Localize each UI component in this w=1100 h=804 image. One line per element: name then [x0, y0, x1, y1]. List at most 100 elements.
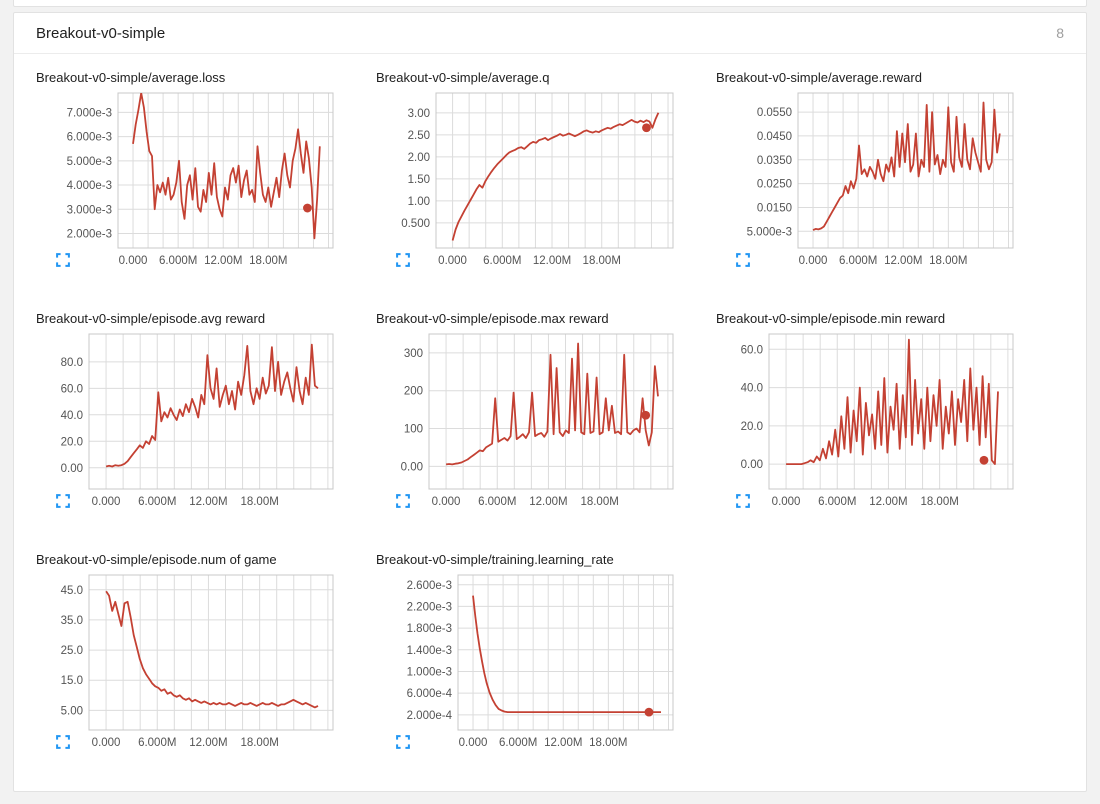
chart-title: Breakout-v0-simple/training.learning_rat… [376, 552, 614, 567]
category-card: Breakout-v0-simple 8 Breakout-v0-simple/… [13, 12, 1087, 792]
fullscreen-icon[interactable] [56, 253, 70, 267]
chart-tile: Breakout-v0-simple/episode.num of game 5… [36, 552, 336, 753]
category-header[interactable]: Breakout-v0-simple 8 [14, 13, 1086, 54]
svg-text:7.000e-3: 7.000e-3 [67, 107, 112, 119]
svg-text:3.000e-3: 3.000e-3 [67, 204, 112, 216]
chart-title: Breakout-v0-simple/average.reward [716, 70, 922, 85]
chart-title: Breakout-v0-simple/episode.min reward [716, 311, 946, 326]
chart-title: Breakout-v0-simple/average.loss [36, 70, 226, 85]
chart-tile: Breakout-v0-simple/average.reward 5.000e… [716, 70, 1016, 271]
fullscreen-icon[interactable] [396, 253, 410, 267]
svg-text:0.500: 0.500 [401, 218, 430, 230]
svg-text:80.0: 80.0 [61, 357, 83, 369]
svg-text:2.200e-3: 2.200e-3 [407, 601, 452, 613]
chart-title: Breakout-v0-simple/average.q [376, 70, 550, 85]
svg-text:35.0: 35.0 [61, 615, 83, 627]
svg-text:12.00M: 12.00M [189, 737, 227, 749]
line-chart[interactable]: 0.00 100 200 300 0.000 6.000M 12.00M 18.00M [376, 332, 676, 512]
chart-title: Breakout-v0-simple/episode.max reward [376, 311, 609, 326]
svg-text:20.0: 20.0 [61, 436, 83, 448]
chart-tile: Breakout-v0-simple/average.q 0.500 1.00 1.… [376, 70, 676, 271]
svg-text:12.00M: 12.00M [869, 496, 907, 508]
svg-text:0.00: 0.00 [61, 463, 83, 475]
fullscreen-icon[interactable] [736, 253, 750, 267]
svg-text:6.000M: 6.000M [478, 496, 516, 508]
svg-text:4.000e-3: 4.000e-3 [67, 180, 112, 192]
svg-text:6.000M: 6.000M [483, 255, 521, 267]
svg-text:40.0: 40.0 [741, 383, 763, 395]
svg-text:0.0550: 0.0550 [757, 107, 792, 119]
line-chart[interactable]: 5.00 15.0 25.0 35.0 45.0 0.000 6.000M 12.00M 18.… [36, 573, 336, 753]
svg-text:0.0250: 0.0250 [757, 179, 792, 191]
svg-text:100: 100 [404, 424, 423, 436]
svg-text:6.000M: 6.000M [839, 255, 877, 267]
chart-tile: Breakout-v0-simple/training.learning_rat… [376, 552, 676, 753]
svg-text:0.00: 0.00 [401, 461, 423, 473]
svg-text:0.000: 0.000 [92, 496, 121, 508]
svg-text:18.00M: 18.00M [240, 737, 278, 749]
line-chart[interactable]: 5.000e-3 0.0150 0.0250 0.0350 0.0450 0.0550 0.… [716, 91, 1016, 271]
charts-grid: Breakout-v0-simple/average.loss 2.000e-3… [14, 54, 1086, 773]
line-chart[interactable]: 2.000e-3 3.000e-3 4.000e-3 5.000e-3 6.000e-3… [36, 91, 336, 271]
svg-text:12.00M: 12.00M [189, 496, 227, 508]
svg-text:0.000: 0.000 [438, 255, 467, 267]
svg-text:0.0350: 0.0350 [757, 155, 792, 167]
svg-text:12.00M: 12.00M [529, 496, 567, 508]
line-chart[interactable]: 2.000e-4 6.000e-4 1.000e-3 1.400e-3 1.800e-3… [376, 573, 676, 753]
svg-text:18.00M: 18.00M [240, 496, 278, 508]
svg-text:1.800e-3: 1.800e-3 [407, 623, 452, 635]
svg-text:0.0450: 0.0450 [757, 131, 792, 143]
svg-text:2.00: 2.00 [408, 152, 430, 164]
svg-text:1.00: 1.00 [408, 196, 430, 208]
svg-text:18.00M: 18.00M [249, 255, 287, 267]
svg-text:5.000e-3: 5.000e-3 [747, 226, 792, 238]
svg-text:15.0: 15.0 [61, 675, 83, 687]
svg-text:6.000M: 6.000M [159, 255, 197, 267]
svg-text:6.000M: 6.000M [138, 496, 176, 508]
svg-text:12.00M: 12.00M [533, 255, 571, 267]
line-chart[interactable]: 0.00 20.0 40.0 60.0 80.0 0.000 6.000M 12.00M 18.… [36, 332, 336, 512]
chart-tile: Breakout-v0-simple/average.loss 2.000e-3… [36, 70, 336, 271]
svg-text:6.000M: 6.000M [499, 737, 537, 749]
chart-title: Breakout-v0-simple/episode.num of game [36, 552, 277, 567]
svg-text:20.0: 20.0 [741, 421, 763, 433]
line-chart[interactable]: 0.500 1.00 1.50 2.00 2.50 3.00 0.000 6.000M 12.0… [376, 91, 676, 271]
svg-text:0.0150: 0.0150 [757, 202, 792, 214]
svg-text:2.600e-3: 2.600e-3 [407, 580, 452, 592]
fullscreen-icon[interactable] [736, 494, 750, 508]
chart-tile: Breakout-v0-simple/episode.min reward 0.… [716, 311, 1016, 512]
svg-text:12.00M: 12.00M [884, 255, 922, 267]
svg-text:1.000e-3: 1.000e-3 [407, 666, 452, 678]
svg-text:60.0: 60.0 [61, 383, 83, 395]
svg-text:2.000e-3: 2.000e-3 [67, 228, 112, 240]
svg-text:60.0: 60.0 [741, 344, 763, 356]
svg-text:0.000: 0.000 [432, 496, 461, 508]
fullscreen-icon[interactable] [56, 494, 70, 508]
svg-text:0.000: 0.000 [119, 255, 148, 267]
svg-text:2.50: 2.50 [408, 130, 430, 142]
fullscreen-icon[interactable] [396, 735, 410, 749]
svg-text:0.000: 0.000 [772, 496, 801, 508]
svg-text:0.00: 0.00 [741, 459, 763, 471]
svg-text:3.00: 3.00 [408, 108, 430, 120]
svg-text:6.000M: 6.000M [138, 737, 176, 749]
svg-text:18.00M: 18.00M [580, 496, 618, 508]
line-chart[interactable]: 0.00 20.0 40.0 60.0 0.000 6.000M 12.00M 18.00M [716, 332, 1016, 512]
svg-text:18.00M: 18.00M [583, 255, 621, 267]
svg-text:45.0: 45.0 [61, 585, 83, 597]
svg-text:1.50: 1.50 [408, 174, 430, 186]
svg-text:5.000e-3: 5.000e-3 [67, 156, 112, 168]
svg-text:6.000e-4: 6.000e-4 [407, 688, 453, 700]
fullscreen-icon[interactable] [396, 494, 410, 508]
svg-text:18.00M: 18.00M [589, 737, 627, 749]
chart-title: Breakout-v0-simple/episode.avg reward [36, 311, 266, 326]
fullscreen-icon[interactable] [56, 735, 70, 749]
svg-text:2.000e-4: 2.000e-4 [407, 710, 453, 722]
svg-text:0.000: 0.000 [92, 737, 121, 749]
previous-category-card [13, 0, 1087, 7]
svg-text:18.00M: 18.00M [929, 255, 967, 267]
chart-tile: Breakout-v0-simple/episode.avg reward 0.… [36, 311, 336, 512]
svg-text:18.00M: 18.00M [920, 496, 958, 508]
svg-text:25.0: 25.0 [61, 645, 83, 657]
